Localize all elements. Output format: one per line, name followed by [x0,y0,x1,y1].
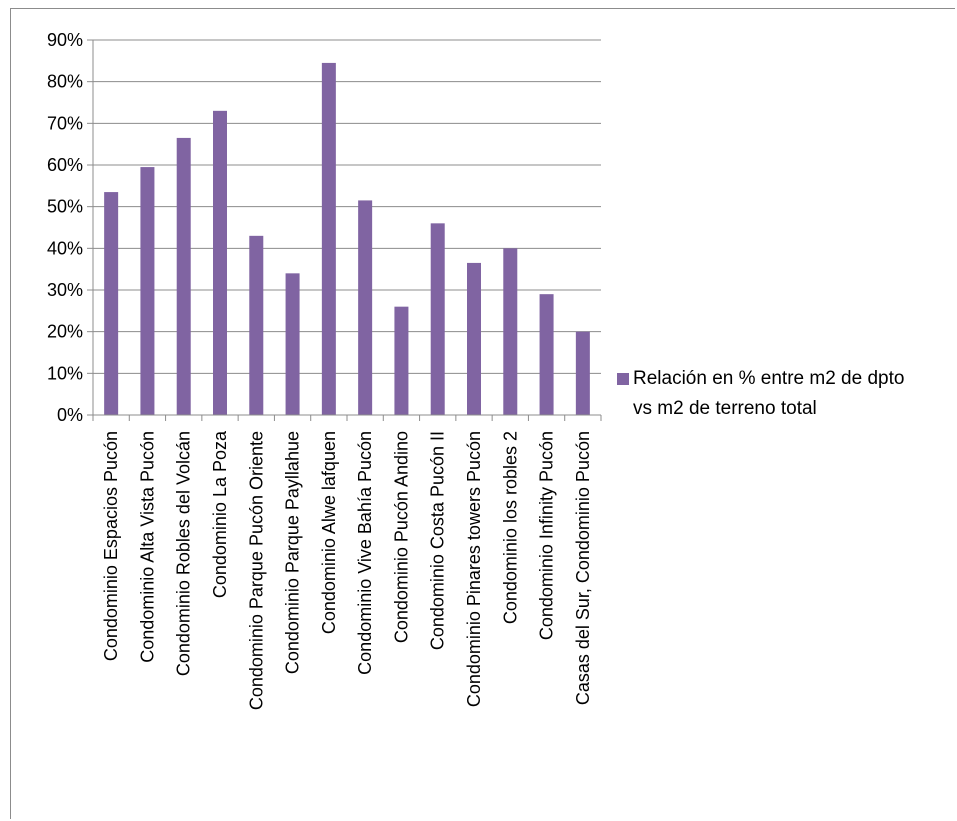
y-tick-label: 20% [47,322,83,342]
legend-swatch [617,373,629,385]
bar [503,248,518,415]
y-tick-label: 30% [47,280,83,300]
y-tick-label: 50% [47,197,83,217]
x-tick-label: Condominio La Poza [210,430,230,598]
bars [104,62,590,416]
x-tick-label: Condominio Pucón Andino [391,431,411,643]
bar [140,167,155,415]
gridlines [93,39,601,374]
bar [176,137,191,415]
y-tick-label: 0% [57,405,83,425]
bar [394,306,409,415]
y-tick-label: 70% [47,113,83,133]
x-tick-label: Condominio Parque Payllahue [283,431,303,674]
x-tick-label: Condominio Alwe lafquen [319,431,339,634]
y-tick-label: 80% [47,72,83,92]
y-tick-label: 10% [47,363,83,383]
y-tick-label: 90% [47,30,83,50]
x-axis-labels: Condominio Espacios Pucón Condominio Alta… [101,430,593,710]
bar [467,262,481,415]
bar [249,235,264,415]
x-tick-label: Condominio Alta Vista Pucón [137,431,157,663]
x-tick-label: Condominio Infinity Pucón [537,431,557,640]
y-axis-ticks: 0% 10% 20% 30% 40% 50% 60% 70% 80% 90% [47,30,93,425]
bar [358,200,373,415]
x-tick-label: Condominio Costa Pucón II [428,431,448,650]
bar [213,110,227,415]
axes [92,40,602,421]
bar [575,331,590,415]
bar [430,223,445,415]
y-tick-label: 40% [47,238,83,258]
x-tick-label: Condominio Pinares towers Pucón [464,431,484,707]
legend: Relación en % entre m2 de dpto vs m2 de … [617,364,917,424]
y-tick-label: 60% [47,155,83,175]
x-tick-label: Casas del Sur, Condominio Pucón [573,431,593,705]
x-tick-label: Condominio los robles 2 [500,431,520,624]
x-tick-label: Condominio Espacios Pucón [101,431,121,661]
x-tick-label: Condominio Parque Pucón Oriente [246,431,266,710]
bar [321,62,336,416]
bar [285,273,300,415]
x-tick-label: Condominio Vive Bahía Pucón [355,431,375,675]
bar [539,294,554,415]
bar [104,192,119,415]
chart-frame [10,8,955,819]
legend-label: Relación en % entre m2 de dpto vs m2 de … [633,368,905,419]
x-tick-label: Condominio Robles del Volcán [174,431,194,676]
